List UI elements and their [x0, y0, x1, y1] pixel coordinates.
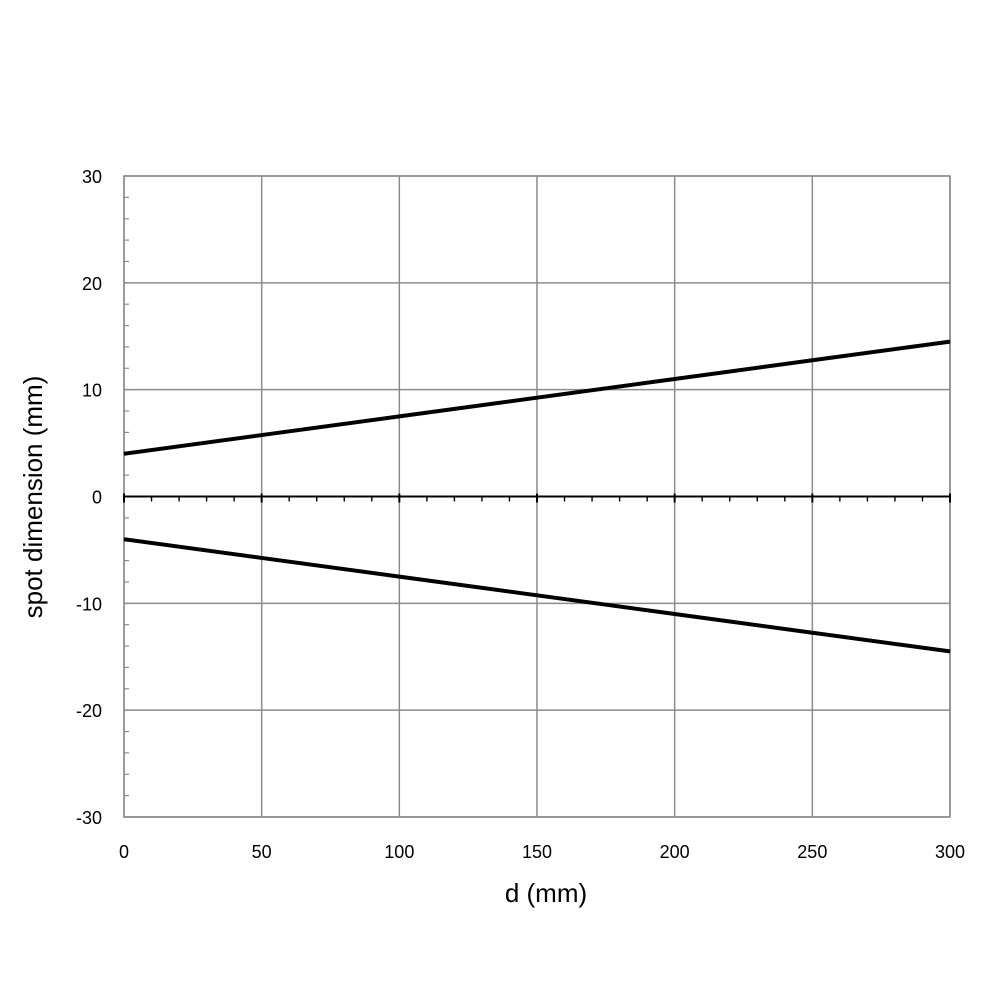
x-tick-label: 250 [797, 842, 827, 862]
x-tick-label: 300 [935, 842, 965, 862]
series-group [123, 339, 951, 654]
y-tick-label: 0 [92, 488, 102, 508]
y-tick-label: -10 [76, 594, 102, 614]
y-tick-label: 30 [82, 167, 102, 187]
x-tick-label: 200 [660, 842, 690, 862]
x-tick-label: 150 [522, 842, 552, 862]
x-tick-label: 100 [384, 842, 414, 862]
x-tick-label: 50 [252, 842, 272, 862]
y-tick-label: -30 [76, 808, 102, 828]
x-tick-labels: 0 50 100 150 200 250 300 [119, 842, 965, 862]
x-tick-label: 0 [119, 842, 129, 862]
y-tick-label: 20 [82, 274, 102, 294]
series-line-2 [123, 537, 951, 654]
y-axis-title: spot dimension (mm) [18, 376, 48, 619]
x-axis-minor-ticks [123, 493, 951, 503]
y-tick-label: -20 [76, 701, 102, 721]
y-tick-labels: -30 -20 -10 0 10 20 30 [76, 167, 102, 828]
y-tick-label: 10 [82, 381, 102, 401]
series-line-1 [123, 339, 951, 456]
x-axis-title: d (mm) [505, 878, 587, 908]
